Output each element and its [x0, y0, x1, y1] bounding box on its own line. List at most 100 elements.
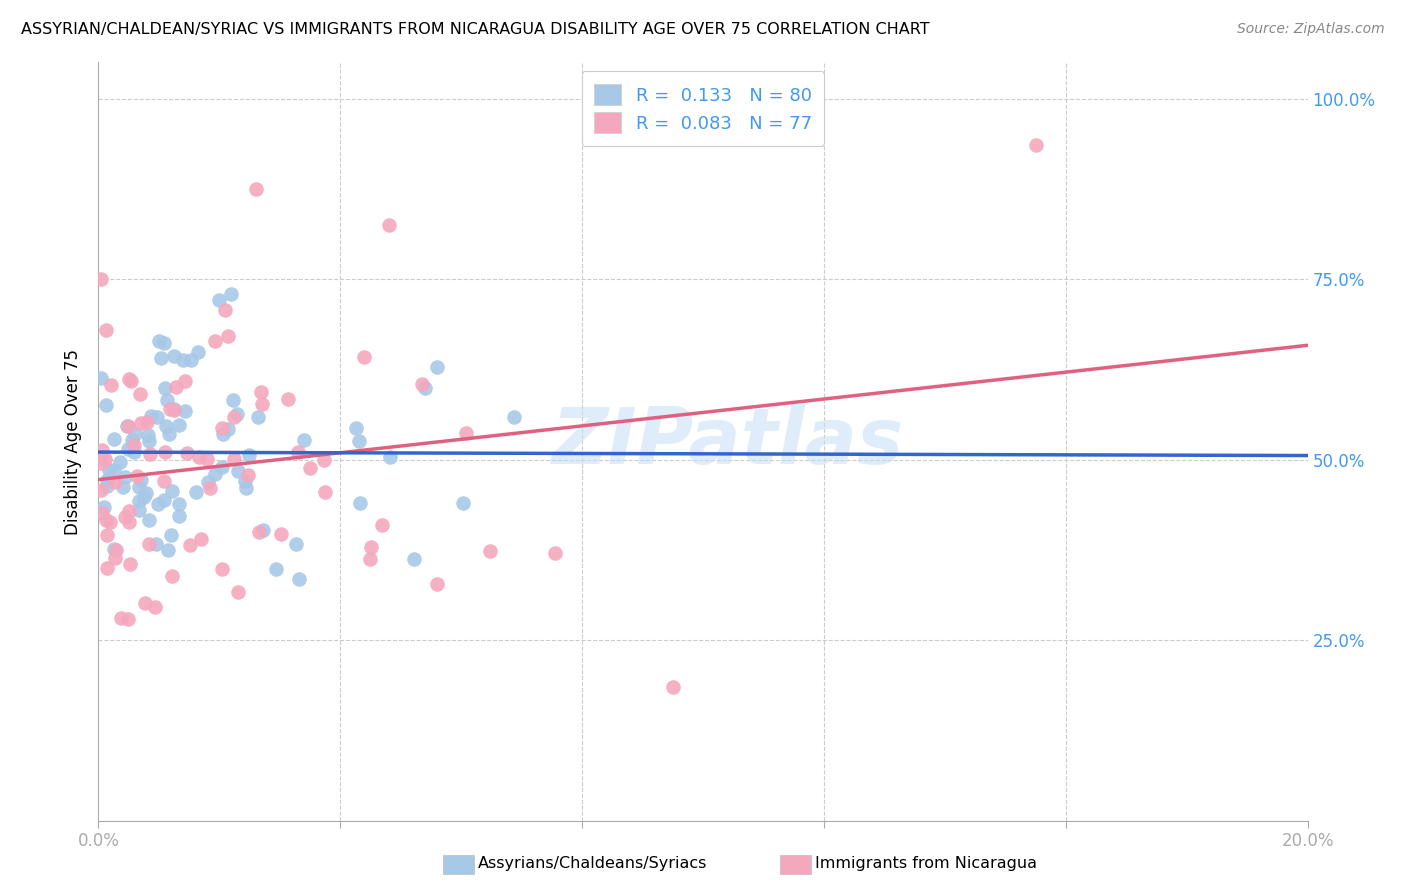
Point: [246, 410, 269, 425]
Point: [153, 474, 176, 488]
Point: [96, 560, 118, 574]
Point: [94, 323, 117, 337]
Text: ASSYRIAN/CHALDEAN/SYRIAC VS IMMIGRANTS FROM NICARAGUA DISABILITY AGE OVER 75 COR: ASSYRIAN/CHALDEAN/SYRIAC VS IMMIGRANTS F…: [21, 22, 929, 37]
Point: [138, 513, 160, 527]
Point: [238, 448, 260, 462]
Point: [349, 496, 371, 510]
Point: [118, 372, 141, 386]
Point: [90, 271, 112, 285]
Point: [159, 401, 181, 416]
Point: [252, 523, 274, 537]
Point: [235, 481, 257, 495]
Point: [314, 485, 336, 500]
Point: [167, 497, 190, 511]
Point: [104, 551, 127, 566]
Point: [186, 484, 208, 499]
Text: Immigrants from Nicaragua: Immigrants from Nicaragua: [815, 856, 1038, 871]
Point: [108, 455, 131, 469]
Point: [120, 557, 142, 571]
Point: [128, 503, 150, 517]
Point: [214, 303, 236, 318]
Point: [197, 475, 219, 489]
Point: [179, 538, 201, 552]
Point: [174, 374, 197, 388]
Point: [235, 474, 257, 488]
Point: [139, 409, 162, 424]
Point: [217, 329, 239, 343]
Point: [180, 352, 202, 367]
Point: [121, 433, 143, 447]
Legend: R =  0.133   N = 80, R =  0.083   N = 77: R = 0.133 N = 80, R = 0.083 N = 77: [582, 71, 824, 145]
Point: [287, 445, 309, 459]
Point: [105, 543, 128, 558]
Point: [94, 451, 117, 466]
Point: [225, 407, 247, 421]
Point: [277, 392, 299, 407]
Point: [187, 345, 209, 359]
Point: [103, 432, 125, 446]
Point: [226, 585, 249, 599]
Point: [413, 381, 436, 395]
Point: [90, 483, 112, 497]
Point: [145, 537, 167, 551]
Point: [160, 483, 183, 498]
Point: [198, 481, 221, 495]
Point: [128, 480, 150, 494]
Point: [103, 542, 125, 557]
Point: [143, 599, 166, 614]
Point: [114, 509, 136, 524]
Point: [90, 370, 112, 384]
Point: [451, 496, 474, 510]
Point: [128, 493, 150, 508]
Point: [163, 401, 186, 416]
Point: [117, 442, 139, 456]
Point: [212, 427, 235, 442]
Point: [174, 404, 197, 418]
Point: [211, 562, 233, 576]
Point: [93, 500, 115, 515]
Point: [270, 527, 292, 541]
Point: [188, 450, 211, 465]
Point: [312, 453, 335, 467]
Point: [292, 433, 315, 447]
Point: [146, 497, 169, 511]
Point: [478, 544, 501, 558]
Point: [163, 349, 186, 363]
Point: [114, 470, 136, 484]
Point: [96, 527, 118, 541]
Point: [122, 445, 145, 459]
Point: [502, 410, 524, 425]
Point: [134, 490, 156, 504]
Point: [299, 460, 322, 475]
Point: [221, 286, 243, 301]
Point: [139, 447, 162, 461]
Point: [150, 351, 173, 365]
Point: [217, 421, 239, 435]
Text: Source: ZipAtlas.com: Source: ZipAtlas.com: [1237, 22, 1385, 37]
Point: [97, 463, 120, 477]
Point: [250, 397, 273, 411]
Point: [211, 421, 233, 435]
Point: [159, 528, 181, 542]
Point: [129, 416, 152, 430]
Point: [156, 393, 179, 408]
Point: [153, 492, 176, 507]
Point: [176, 446, 198, 460]
Point: [1024, 138, 1046, 153]
Text: ZIPatlas: ZIPatlas: [551, 403, 903, 480]
Point: [249, 524, 271, 539]
Point: [156, 543, 179, 558]
Point: [94, 398, 117, 412]
Point: [117, 419, 139, 434]
Point: [98, 515, 121, 529]
Point: [454, 426, 477, 441]
Point: [190, 533, 212, 547]
Point: [169, 417, 191, 432]
Point: [134, 596, 156, 610]
Point: [204, 467, 226, 481]
Point: [148, 334, 170, 349]
Point: [288, 572, 311, 586]
Point: [138, 434, 160, 448]
Point: [136, 427, 159, 442]
Point: [377, 218, 399, 232]
